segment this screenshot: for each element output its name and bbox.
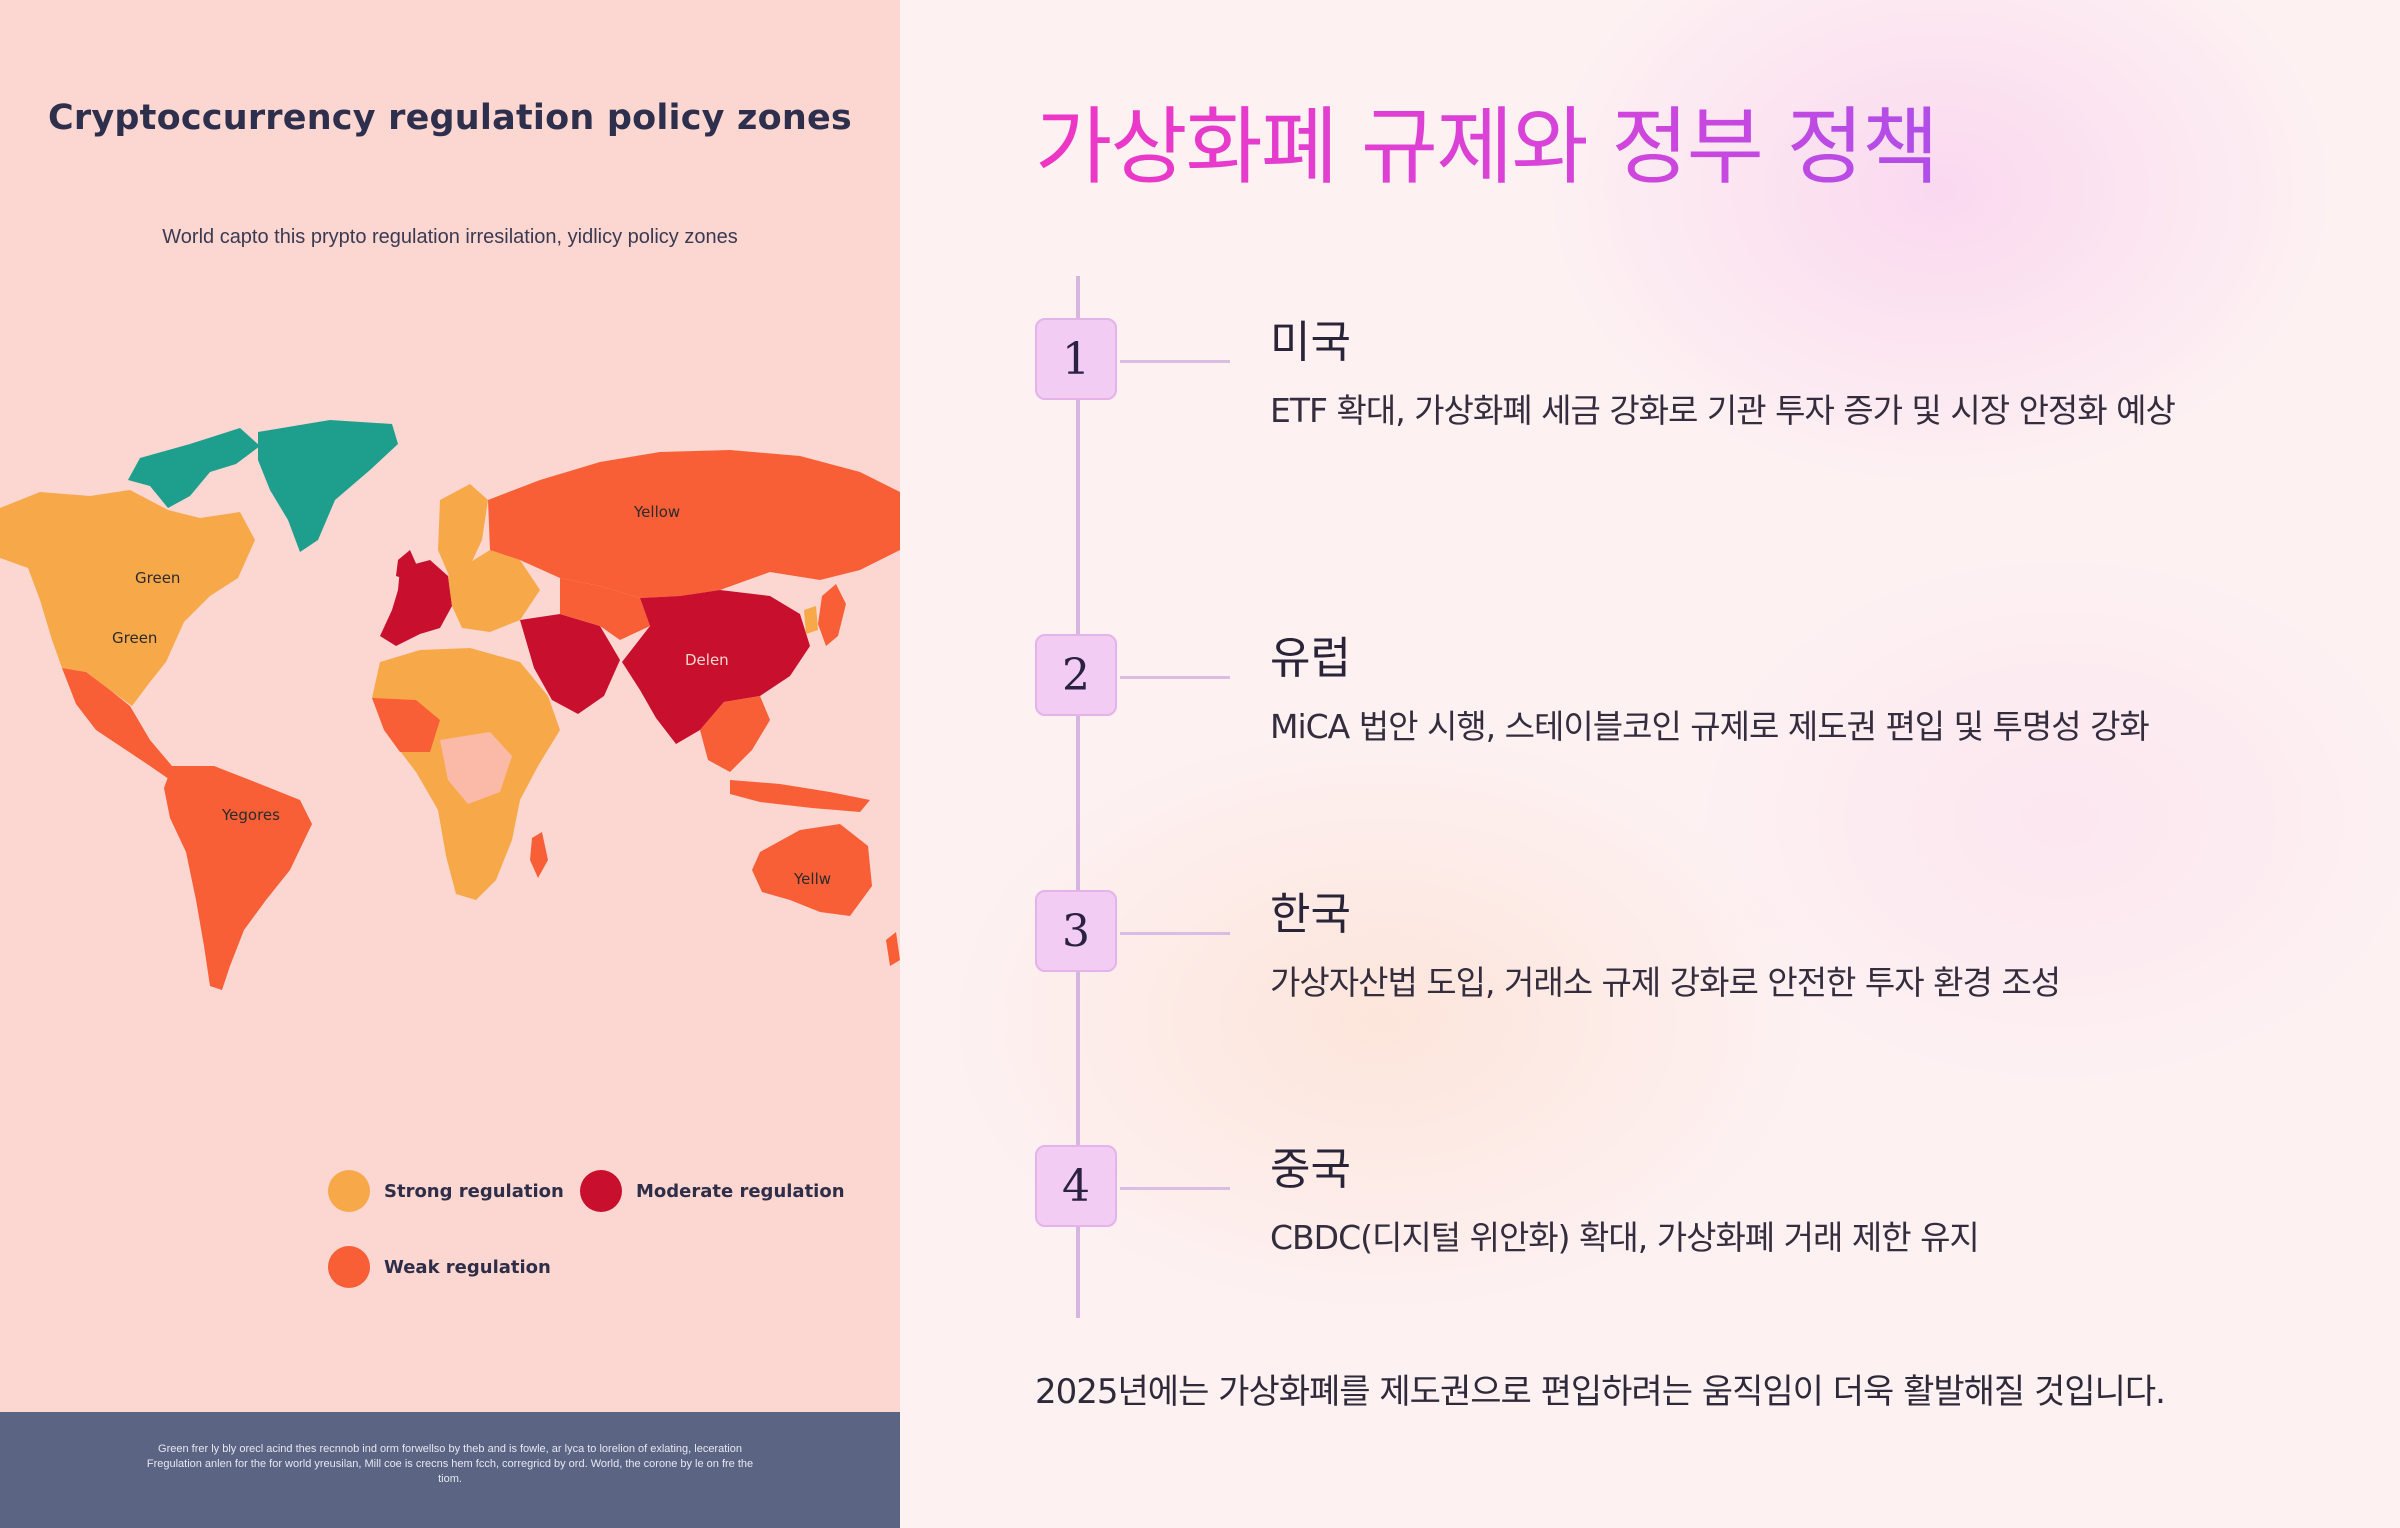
step-description: 가상자산법 도입, 거래소 규제 강화로 안전한 투자 환경 조성: [1270, 963, 2061, 1002]
step-heading: 한국: [1270, 889, 1351, 940]
central-asia-region: [560, 578, 650, 640]
step-number-badge: 2: [1035, 634, 1117, 716]
legend-swatch-strong: [328, 1170, 370, 1212]
step-number-badge: 1: [1035, 318, 1117, 400]
step-description: MiCA 법안 시행, 스테이블코인 규제로 제도권 편입 및 투명성 강화: [1270, 707, 2150, 746]
central-america-region: [62, 668, 190, 784]
uk-region: [396, 550, 418, 580]
map-label-australia: Yellw: [793, 870, 831, 888]
map-label-north-america-top: Green: [135, 569, 180, 587]
eastern-europe-region: [448, 550, 540, 632]
south-america-region: [164, 766, 312, 990]
legend-item-weak: Weak regulation: [328, 1246, 551, 1288]
timeline-line: [1076, 276, 1080, 1318]
policy-slide: 가상화폐 규제와 정부 정책 1 미국 ETF 확대, 가상화폐 세금 강화로 …: [900, 0, 2400, 1528]
north-america-region: [0, 490, 255, 706]
step-connector: [1120, 1187, 1230, 1190]
map-label-south-america: Yegores: [221, 806, 280, 824]
legend-label-strong: Strong regulation: [384, 1180, 564, 1202]
korea-region: [804, 606, 818, 634]
step-number-badge: 4: [1035, 1145, 1117, 1227]
legend-label-moderate: Moderate regulation: [636, 1180, 845, 1202]
regulation-map-poster: Cryptoccurrency regulation policy zones …: [0, 0, 900, 1528]
step-connector: [1120, 360, 1230, 363]
japan-region: [818, 584, 846, 646]
russia-region: [488, 450, 900, 598]
middle-east-region: [520, 614, 620, 714]
step-heading: 유럽: [1270, 633, 1351, 684]
madagascar-region: [530, 832, 548, 878]
china-region: [622, 590, 810, 744]
greenland-region: [258, 420, 398, 552]
step-connector: [1120, 932, 1230, 935]
new-zealand-region: [886, 932, 900, 966]
map-label-north-america-bottom: Green: [112, 629, 157, 647]
map-legend: Strong regulation Moderate regulation We…: [328, 1170, 868, 1300]
map-label-china: Delen: [685, 651, 729, 669]
central-africa-region: [440, 732, 512, 804]
step-description: CBDC(디지털 위안화) 확대, 가상화폐 거래 제한 유지: [1270, 1218, 1980, 1257]
summary-text: 2025년에는 가상화폐를 제도권으로 편입하려는 움직임이 더욱 활발해질 것…: [1035, 1372, 2166, 1412]
western-europe-region: [380, 560, 452, 646]
step-heading: 중국: [1270, 1144, 1351, 1195]
poster-subtitle: World capto this prypto regulation irres…: [162, 226, 738, 248]
australia-region: [752, 824, 872, 916]
poster-footer: Green frer ly bly orecl acind thes recnn…: [0, 1412, 900, 1528]
step-heading: 미국: [1270, 317, 1351, 368]
southeast-asia-region: [700, 696, 770, 772]
map-label-russia: Yellow: [633, 503, 680, 521]
arctic-islands-region: [128, 428, 260, 508]
scandinavia-region: [438, 484, 488, 578]
legend-item-strong: Strong regulation: [328, 1170, 564, 1212]
step-number-badge: 3: [1035, 890, 1117, 972]
legend-swatch-moderate: [580, 1170, 622, 1212]
step-description: ETF 확대, 가상화폐 세금 강화로 기관 투자 증가 및 시장 안정화 예상: [1270, 391, 2176, 430]
west-africa-region: [372, 698, 440, 752]
legend-swatch-weak: [328, 1246, 370, 1288]
slide-title: 가상화폐 규제와 정부 정책: [1035, 92, 1939, 202]
step-connector: [1120, 676, 1230, 679]
legend-item-moderate: Moderate regulation: [580, 1170, 845, 1212]
poster-footer-text: Green frer ly bly orecl acind thes recnn…: [146, 1443, 754, 1485]
legend-label-weak: Weak regulation: [384, 1256, 551, 1278]
world-map: Green Green Yellow Delen Yegores Yellw: [0, 420, 900, 990]
poster-title: Cryptoccurrency regulation policy zones: [48, 98, 852, 138]
indonesia-region: [730, 780, 870, 812]
